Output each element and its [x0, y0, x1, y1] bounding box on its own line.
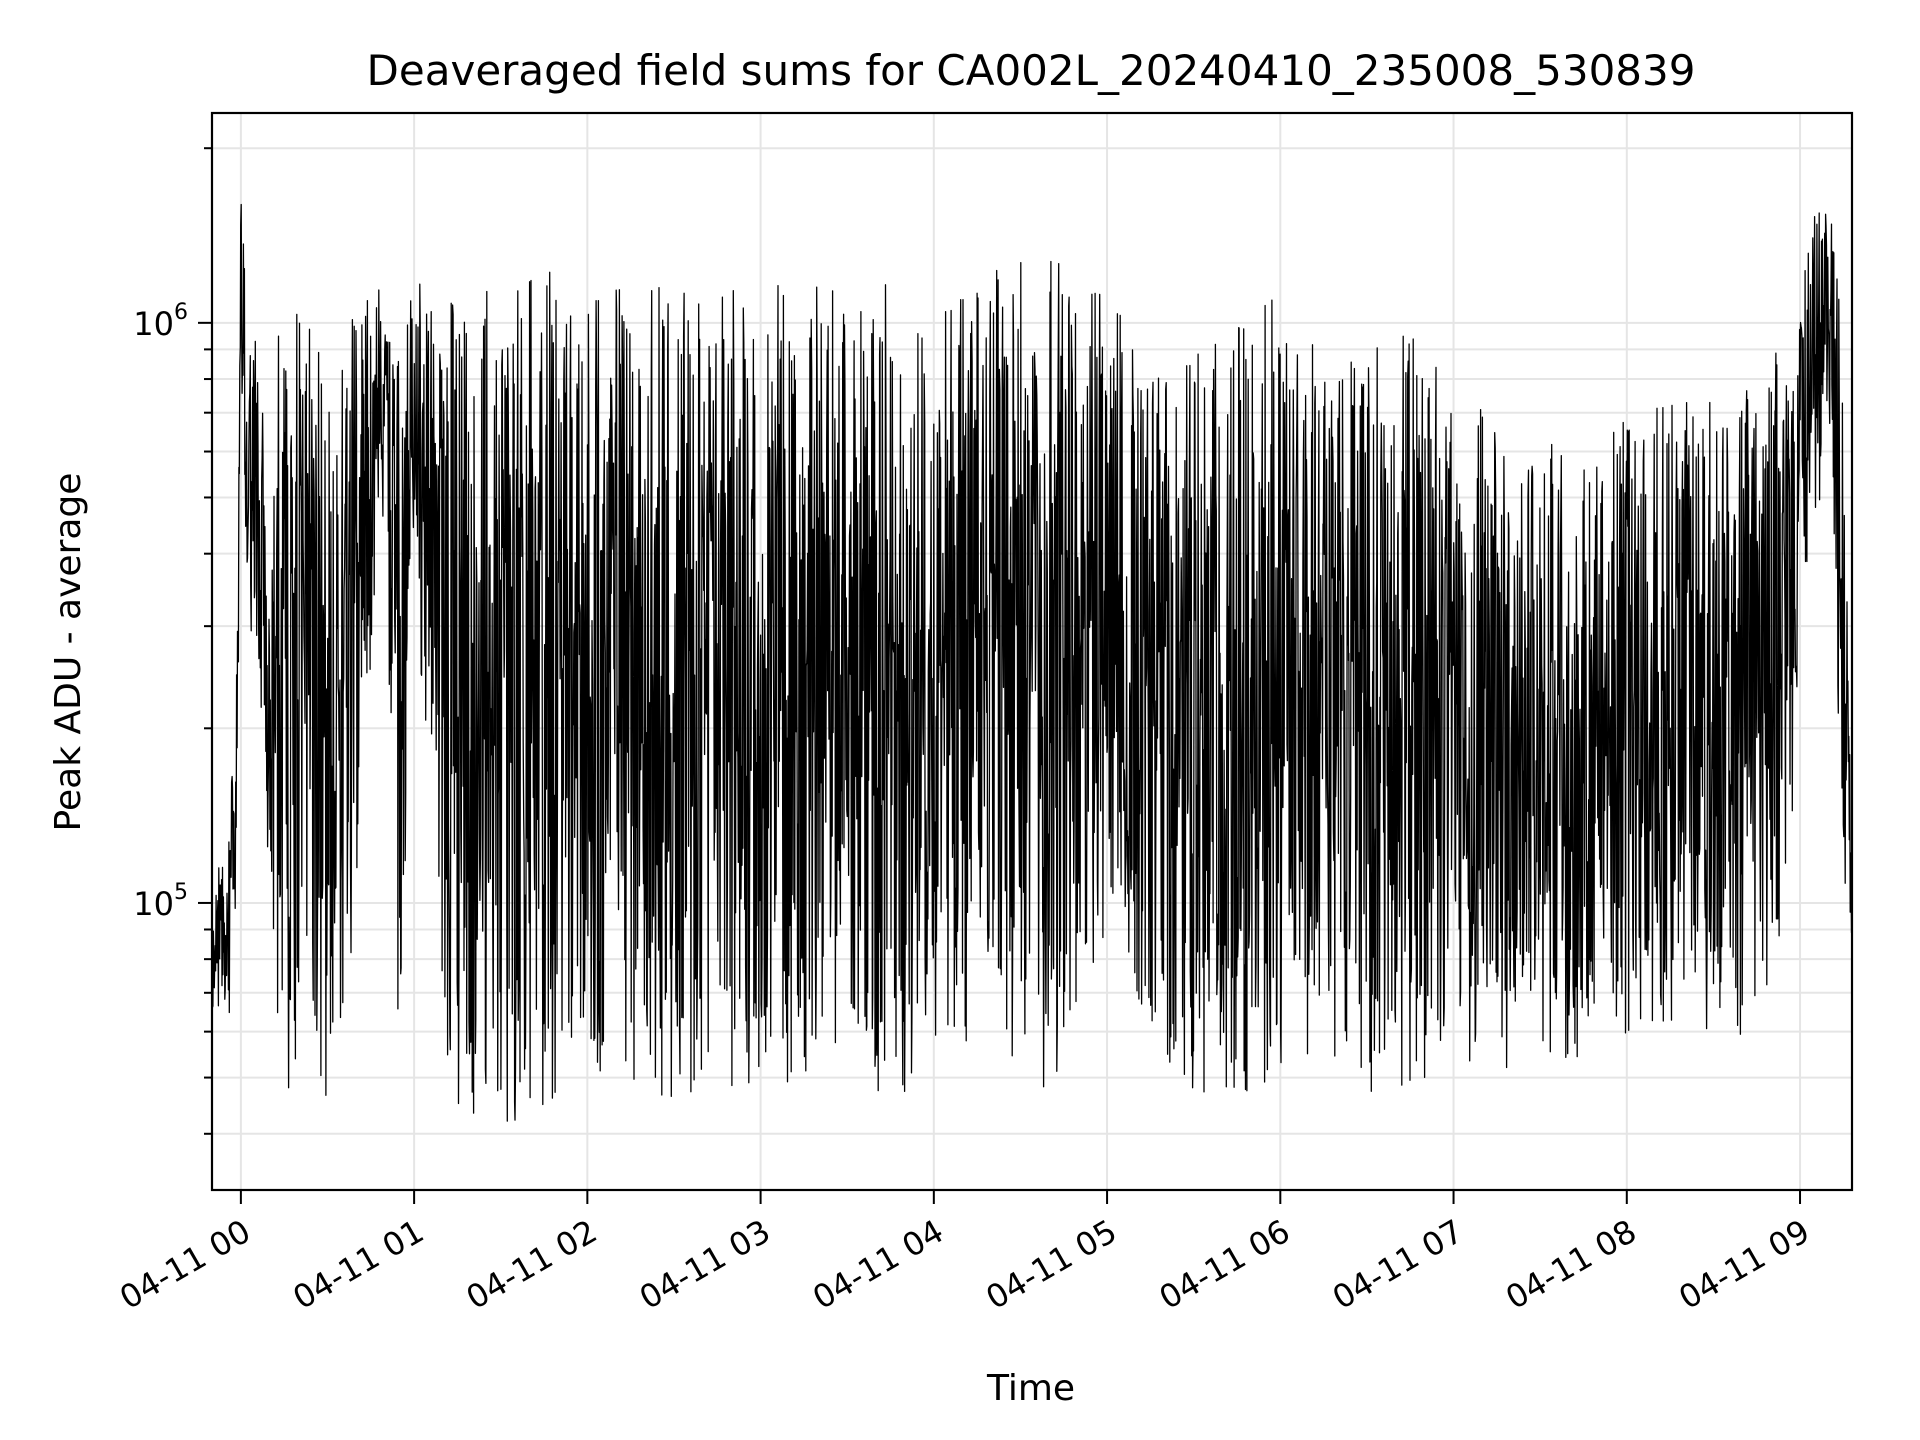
- y-tick-label: 105: [133, 880, 188, 923]
- y-tick-base: 10: [133, 885, 174, 923]
- y-axis-label: Peak ADU - average: [48, 473, 89, 832]
- series-path: [211, 203, 1853, 1122]
- plot-frame: [210, 111, 1854, 1192]
- y-tick-base: 10: [133, 305, 174, 343]
- y-tick-label: 106: [133, 300, 188, 343]
- chart-title: Deaveraged field sums for CA002L_2024041…: [367, 46, 1696, 95]
- x-axis-label: Time: [986, 1368, 1075, 1409]
- y-tick-exponent: 5: [174, 880, 188, 905]
- y-tick-exponent: 6: [174, 300, 188, 325]
- series-line: [211, 203, 1853, 1122]
